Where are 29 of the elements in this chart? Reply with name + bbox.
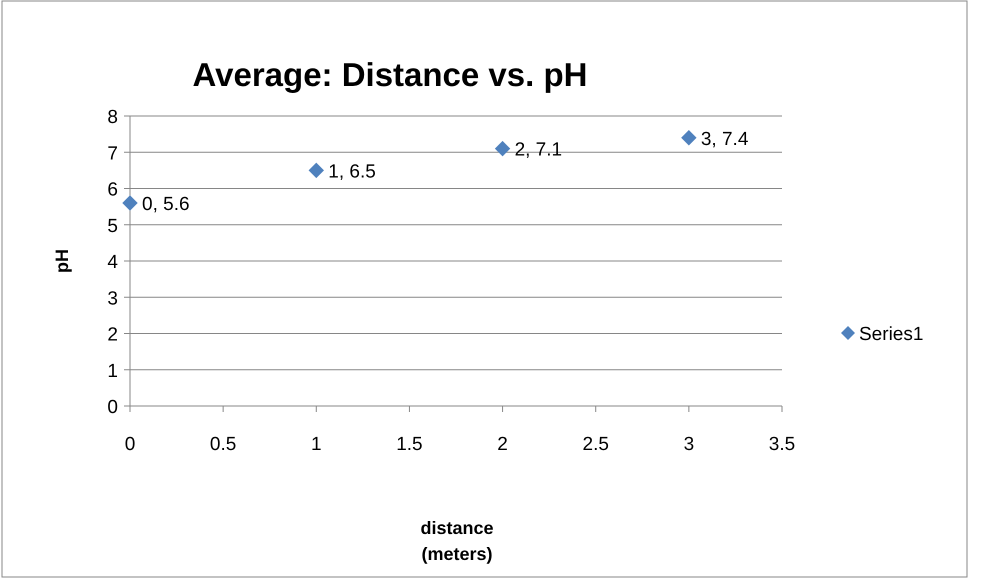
x-tick-label: 0.5 bbox=[210, 434, 236, 455]
data-label: 1, 6.5 bbox=[328, 161, 376, 182]
y-tick-label: 2 bbox=[107, 324, 118, 346]
y-axis-title: pH bbox=[52, 249, 72, 273]
x-tick-label: 1.5 bbox=[396, 434, 423, 455]
data-label: 2, 7.1 bbox=[514, 140, 562, 161]
y-tick-label: 5 bbox=[107, 216, 118, 237]
data-label: 0, 5.6 bbox=[142, 194, 190, 215]
y-tick-label: 8 bbox=[107, 107, 118, 128]
y-tick-label: 0 bbox=[107, 397, 118, 418]
point bbox=[122, 196, 138, 210]
point bbox=[495, 141, 510, 156]
x-tick-label: 2.5 bbox=[582, 434, 609, 455]
x-tick-label: 1 bbox=[310, 434, 322, 455]
legend-label: Series1 bbox=[859, 324, 924, 345]
x-tick-label: 3.5 bbox=[768, 434, 796, 455]
x-tick-label: 0 bbox=[124, 434, 136, 455]
y-tick-label: 1 bbox=[107, 360, 118, 382]
data-label: 3, 7.4 bbox=[700, 128, 749, 150]
point bbox=[308, 162, 324, 178]
point bbox=[681, 130, 696, 146]
x-tick-label: 2 bbox=[497, 434, 508, 455]
y-tick-label: 4 bbox=[107, 252, 118, 273]
x-tick-label: 3 bbox=[684, 434, 694, 455]
y-tick-label: 6 bbox=[107, 180, 118, 200]
y-tick-label: 3 bbox=[107, 288, 118, 310]
y-tick-label: 7 bbox=[107, 143, 118, 164]
chart-title: Average: Distance vs. pH bbox=[192, 56, 588, 93]
x-axis-title: distance (meters) bbox=[420, 518, 494, 564]
